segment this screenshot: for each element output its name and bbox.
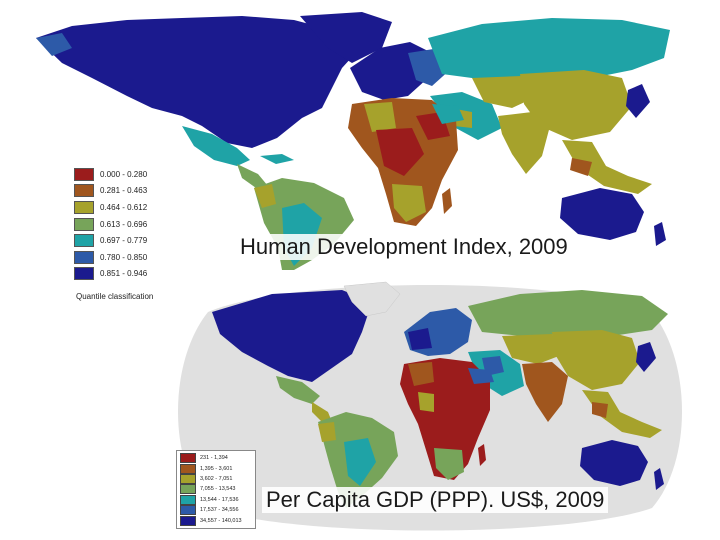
gdp-legend-row: 17,537 - 34,556 <box>180 505 252 516</box>
hdi-map-title: Human Development Index, 2009 <box>236 234 572 260</box>
gdp-legend-row: 1,395 - 3,601 <box>180 463 252 474</box>
japan-region <box>636 342 656 372</box>
hdi-legend-swatch <box>74 267 94 281</box>
gdp-legend-row: 3,602 - 7,051 <box>180 473 252 484</box>
hdi-legend-swatch <box>74 250 94 264</box>
japan-region <box>626 84 650 118</box>
gdp-legend-label: 34,557 - 140,013 <box>200 517 242 524</box>
gdp-legend-label: 13,544 - 17,536 <box>200 496 239 503</box>
hdi-legend-swatch <box>74 184 94 198</box>
gdp-legend-swatch <box>180 473 196 484</box>
hdi-legend-row: 0.281 - 0.463 <box>74 183 147 200</box>
south-asia-region <box>522 362 568 422</box>
china-region <box>552 330 640 390</box>
gdp-legend-swatch <box>180 515 196 526</box>
hdi-legend-label: 0.000 - 0.280 <box>100 169 148 179</box>
north-america-region <box>212 290 372 382</box>
hdi-legend-row: 0.851 - 0.946 <box>74 266 147 283</box>
south-asia-region <box>498 112 550 174</box>
australia-region <box>580 440 648 486</box>
hdi-legend-swatch <box>74 200 94 214</box>
gdp-legend-label: 17,537 - 34,556 <box>200 507 239 514</box>
hdi-legend-label: 0.464 - 0.612 <box>100 202 148 212</box>
north-america-region <box>36 16 362 148</box>
mexico-region <box>276 376 320 404</box>
greenland-region <box>343 281 401 317</box>
gdp-legend: 231 - 1,394 1,395 - 3,601 3,602 - 7,051 7,0… <box>176 450 256 529</box>
gdp-legend-label: 3,602 - 7,051 <box>200 475 233 482</box>
hdi-legend-row: 0.613 - 0.696 <box>74 216 147 233</box>
gdp-legend-label: 231 - 1,394 <box>200 455 228 462</box>
hdi-legend-label: 0.281 - 0.463 <box>100 186 148 196</box>
central-america-region <box>237 164 268 188</box>
gdp-legend-row: 231 - 1,394 <box>180 453 252 464</box>
gdp-world-map <box>178 281 682 531</box>
gdp-legend-row: 34,557 - 140,013 <box>180 515 252 526</box>
gdp-legend-swatch <box>180 453 196 464</box>
hdi-legend-swatch <box>74 234 94 248</box>
mexico-region <box>182 126 250 166</box>
russia-region <box>428 18 670 80</box>
gdp-legend-row: 13,544 - 17,536 <box>180 494 252 505</box>
hdi-legend: 0.000 - 0.280 0.281 - 0.463 0.464 - 0.612 0… <box>74 166 147 282</box>
gdp-map-title: Per Capita GDP (PPP). US$, 2009 <box>262 487 609 513</box>
hdi-legend-swatch <box>74 167 94 181</box>
hdi-legend-swatch <box>74 217 94 231</box>
hdi-legend-title: Quantile classification <box>76 292 154 301</box>
russia-region <box>468 290 668 336</box>
gdp-legend-swatch <box>180 505 196 516</box>
africa-region <box>400 358 490 480</box>
china-region <box>520 70 632 140</box>
gdp-legend-label: 7,055 - 13,543 <box>200 486 236 493</box>
gdp-legend-row: 7,055 - 13,543 <box>180 484 252 495</box>
hdi-world-map <box>32 8 672 270</box>
hdi-legend-label: 0.780 - 0.850 <box>100 252 148 262</box>
gdp-legend-label: 1,395 - 3,601 <box>200 465 233 472</box>
australia-region <box>560 188 644 240</box>
hdi-legend-row: 0.780 - 0.850 <box>74 249 147 266</box>
hdi-legend-label: 0.697 - 0.779 <box>100 236 148 246</box>
hdi-legend-row: 0.697 - 0.779 <box>74 232 147 249</box>
hdi-legend-label: 0.851 - 0.946 <box>100 269 148 279</box>
hdi-legend-label: 0.613 - 0.696 <box>100 219 148 229</box>
greenland-region <box>300 12 392 63</box>
gdp-legend-swatch <box>180 484 196 495</box>
gdp-legend-swatch <box>180 494 196 505</box>
gdp-legend-swatch <box>180 463 196 474</box>
hdi-legend-row: 0.000 - 0.280 <box>74 166 147 183</box>
hdi-legend-row: 0.464 - 0.612 <box>74 199 147 216</box>
